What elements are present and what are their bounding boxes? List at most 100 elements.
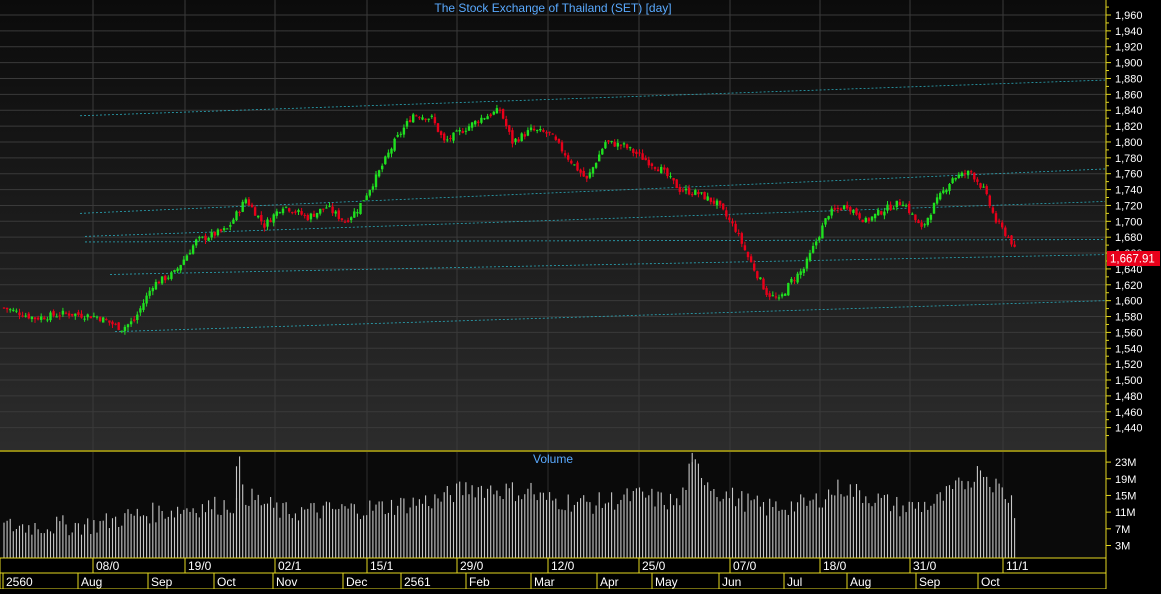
month-label: Dec bbox=[346, 575, 367, 589]
candle-body bbox=[315, 212, 319, 218]
candle-body bbox=[926, 217, 929, 225]
candle-body bbox=[647, 159, 650, 166]
volume-tick-label: 7M bbox=[1115, 524, 1130, 536]
candle-body bbox=[839, 208, 843, 211]
candle-body bbox=[787, 283, 790, 296]
candle-body bbox=[756, 271, 759, 279]
candle-body bbox=[622, 143, 626, 145]
trend-channel-line bbox=[114, 300, 1106, 333]
candle-body bbox=[526, 130, 530, 136]
candle-body bbox=[272, 214, 275, 223]
last-price-label: 1,667.91 bbox=[1110, 254, 1155, 266]
price-tick-label: 1,600 bbox=[1115, 296, 1143, 308]
candle-body bbox=[873, 213, 877, 219]
candle-body bbox=[557, 138, 561, 143]
month-label: Sep bbox=[919, 575, 941, 589]
candle-body bbox=[415, 115, 418, 117]
candle-body bbox=[932, 202, 936, 214]
candle-body bbox=[492, 111, 495, 115]
candle-body bbox=[337, 210, 340, 219]
candle-body bbox=[808, 252, 812, 261]
candle-body bbox=[935, 197, 939, 204]
candle-body bbox=[864, 217, 867, 223]
candle-body bbox=[483, 118, 486, 120]
candle-body bbox=[27, 313, 30, 319]
candle-body bbox=[877, 210, 880, 216]
price-tick-label: 1,540 bbox=[1115, 343, 1143, 355]
candle-body bbox=[350, 217, 353, 221]
candle-body bbox=[607, 140, 610, 142]
candle-body bbox=[464, 130, 468, 132]
candle-body bbox=[858, 213, 861, 219]
date-tick-label: 31/0 bbox=[913, 559, 937, 573]
candle-body bbox=[331, 206, 334, 214]
candle-body bbox=[753, 263, 756, 271]
candle-body bbox=[49, 312, 52, 321]
price-tick-label: 1,740 bbox=[1115, 185, 1143, 197]
candle-body bbox=[396, 134, 399, 137]
candle-body bbox=[148, 290, 151, 296]
price-tick-label: 1,780 bbox=[1115, 153, 1143, 165]
candle-body bbox=[942, 190, 945, 194]
candle-body bbox=[480, 117, 483, 123]
candle-body bbox=[129, 321, 133, 325]
candle-body bbox=[542, 129, 545, 132]
candle-body bbox=[737, 233, 740, 235]
candle-body bbox=[139, 308, 142, 313]
candle-body bbox=[486, 116, 489, 120]
candle-body bbox=[904, 205, 908, 207]
candle-body bbox=[412, 114, 415, 123]
candle-body bbox=[303, 214, 306, 216]
candle-body bbox=[353, 211, 356, 218]
candle-body bbox=[585, 175, 588, 179]
candle-body bbox=[846, 204, 849, 209]
candle-body bbox=[594, 162, 598, 168]
candle-body bbox=[173, 270, 176, 272]
candle-body bbox=[300, 211, 303, 215]
candle-body bbox=[362, 200, 365, 202]
candle-body bbox=[805, 258, 809, 269]
candle-body bbox=[12, 309, 15, 311]
candle-body bbox=[824, 218, 827, 225]
candle-body bbox=[229, 225, 232, 227]
candle-body bbox=[625, 144, 629, 149]
candle-body bbox=[210, 232, 213, 238]
candle-body bbox=[489, 114, 492, 117]
candle-body bbox=[86, 314, 89, 318]
candle-body bbox=[185, 255, 189, 261]
candle-body bbox=[387, 152, 390, 158]
candle-body bbox=[408, 119, 412, 123]
candle-body bbox=[892, 208, 895, 210]
candle-body bbox=[390, 148, 393, 154]
candle-body bbox=[160, 276, 164, 284]
candle-body bbox=[870, 216, 874, 221]
candle-body bbox=[511, 130, 514, 144]
candle-body bbox=[207, 237, 210, 241]
candle-body bbox=[402, 127, 406, 135]
month-label: Apr bbox=[600, 575, 619, 589]
candle-body bbox=[514, 138, 517, 142]
candle-body bbox=[691, 194, 694, 196]
candle-body bbox=[508, 125, 511, 132]
candle-body bbox=[815, 241, 818, 246]
candle-body bbox=[263, 223, 266, 228]
candle-body bbox=[836, 207, 840, 210]
candle-body bbox=[222, 228, 226, 231]
candle-body bbox=[244, 199, 247, 204]
candle-body bbox=[715, 200, 719, 206]
candle-body bbox=[883, 211, 886, 216]
candle-body bbox=[644, 158, 647, 161]
date-tick-label: 25/0 bbox=[642, 559, 666, 573]
volume-tick-label: 23M bbox=[1115, 457, 1136, 469]
month-label: Jun bbox=[722, 575, 741, 589]
candle-body bbox=[458, 129, 461, 132]
price-tick-label: 1,860 bbox=[1115, 89, 1143, 101]
candle-body bbox=[908, 203, 911, 213]
candle-body bbox=[455, 130, 458, 132]
candle-body bbox=[728, 217, 731, 220]
candle-body bbox=[176, 268, 179, 272]
candle-body bbox=[960, 172, 964, 177]
candle-body bbox=[963, 173, 967, 175]
candle-body bbox=[126, 324, 130, 328]
